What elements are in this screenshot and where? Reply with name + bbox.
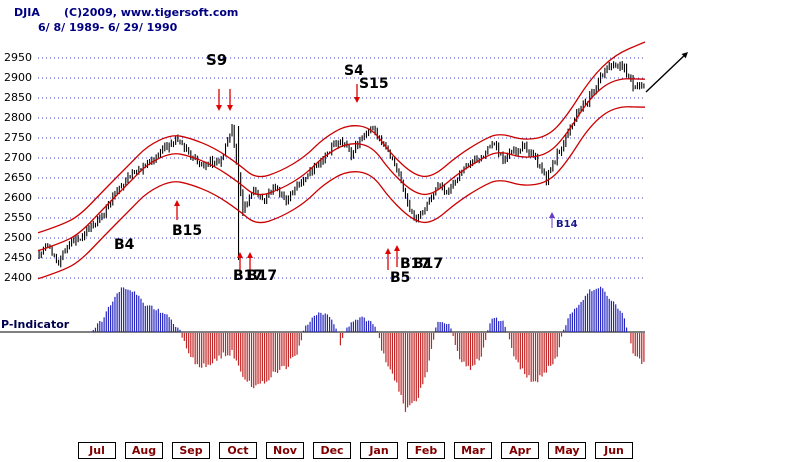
y-axis-label-2600: 2600 <box>4 191 32 204</box>
grid-lines <box>38 57 645 279</box>
p-indicator-histogram <box>0 286 645 412</box>
p-indicator-label: P-Indicator <box>1 318 72 331</box>
copyright-text: (C)2009, www.tigersoft.com <box>64 6 239 19</box>
date-range-label: 6/ 8/ 1989- 6/ 29/ 1990 <box>38 21 178 34</box>
y-axis-label-2700: 2700 <box>4 151 32 164</box>
y-axis-label-2850: 2850 <box>4 91 32 104</box>
y-axis-label-2400: 2400 <box>4 271 32 284</box>
y-axis-label-2450: 2450 <box>4 251 32 264</box>
symbol-title: DJIA <box>14 6 40 19</box>
y-axis-label-2500: 2500 <box>4 231 32 244</box>
arrow-annotations <box>174 52 688 274</box>
y-axis: 2950 2900 2850 2800 2750 2700 2650 2600 2550 2500… <box>0 0 34 300</box>
y-axis-label-2550: 2550 <box>4 211 32 224</box>
y-axis-label-2900: 2900 <box>4 71 32 84</box>
tiger-bands <box>37 41 646 280</box>
y-axis-label-2650: 2650 <box>4 171 32 184</box>
y-axis-label-2950: 2950 <box>4 51 32 64</box>
y-axis-label-2750: 2750 <box>4 131 32 144</box>
y-axis-label-2800: 2800 <box>4 111 32 124</box>
